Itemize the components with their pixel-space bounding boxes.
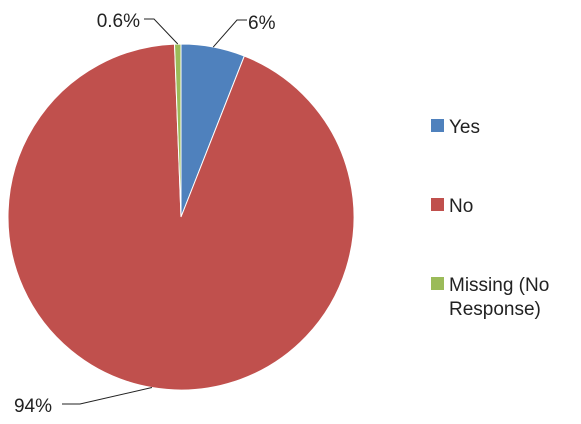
- legend-label-0: Yes: [449, 117, 480, 138]
- data-label-1: 94%: [14, 396, 52, 417]
- leader-line-1: [62, 387, 153, 405]
- legend-label-1: No: [449, 196, 473, 217]
- legend-swatch-1: [431, 198, 444, 211]
- legend-swatch-2: [431, 277, 444, 290]
- leader-line-2: [144, 18, 179, 45]
- legend-swatch-0: [431, 119, 444, 132]
- data-label-0: 6%: [248, 13, 276, 34]
- legend-label-2: Missing (No Response): [449, 275, 549, 320]
- leader-line-0: [212, 19, 247, 48]
- data-label-2: 0.6%: [97, 11, 140, 32]
- pie-slice-no: [7, 43, 355, 391]
